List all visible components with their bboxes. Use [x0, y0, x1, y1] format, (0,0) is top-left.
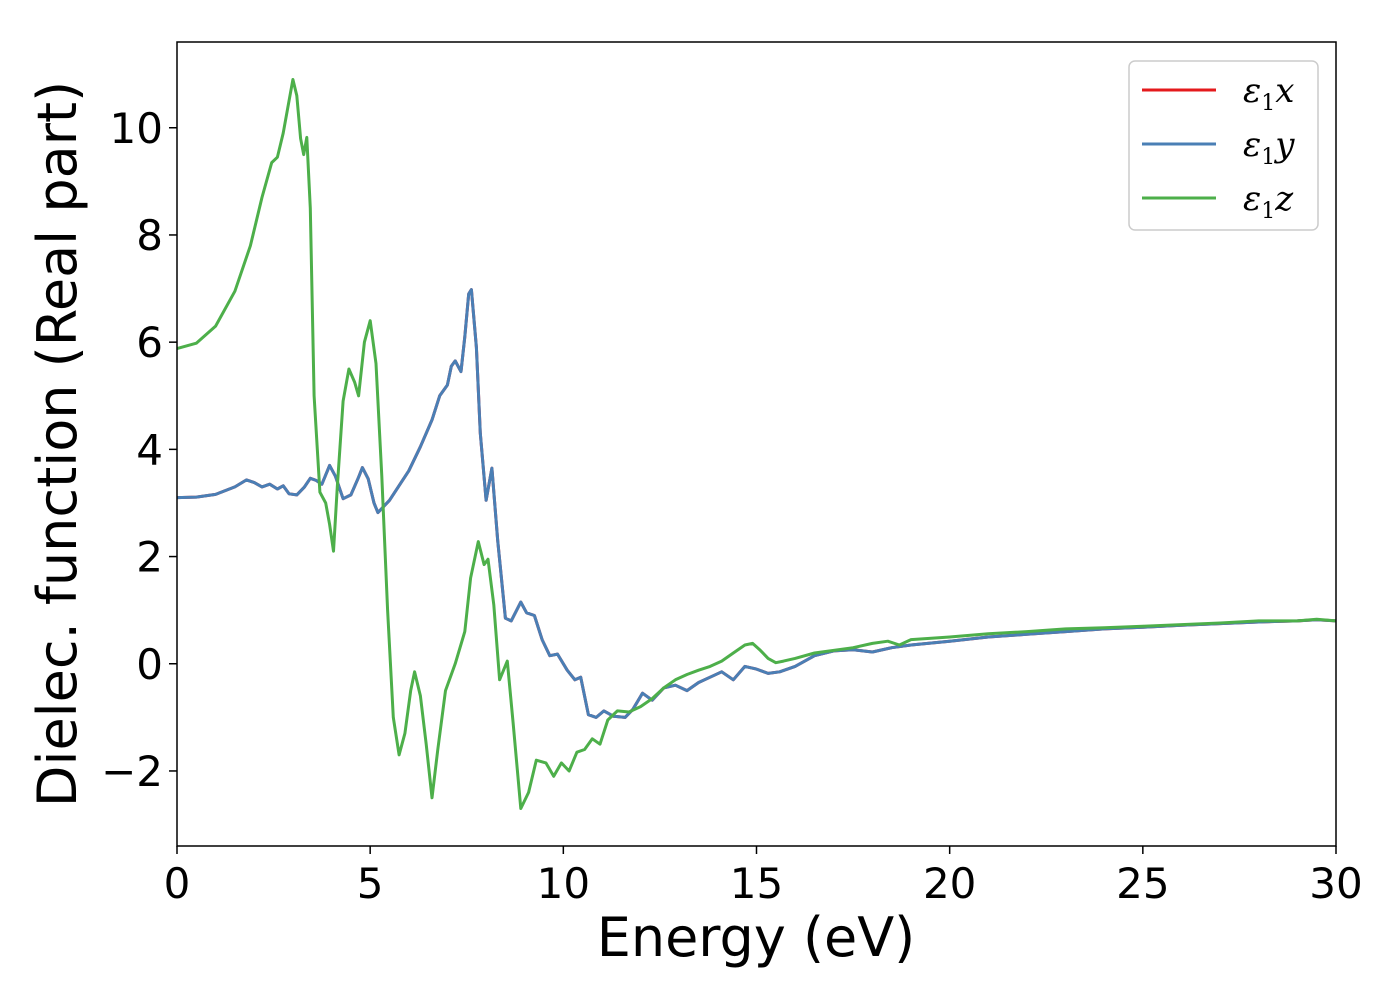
series-line-z: [176, 78, 1337, 810]
x-tick-label: 0: [164, 859, 191, 908]
y-tick-label: 2: [136, 533, 163, 582]
x-tick-label: 15: [730, 859, 783, 908]
y-tick-label: 6: [136, 318, 163, 367]
series-line-y: [176, 288, 1337, 719]
x-tick-label: 20: [923, 859, 976, 908]
x-axis-title: Energy (eV): [597, 906, 916, 969]
legend-label-z: ε1z: [1243, 179, 1294, 224]
x-tick-label: 5: [357, 859, 384, 908]
y-tick-label: 10: [110, 104, 163, 153]
y-tick-label: 4: [136, 425, 163, 474]
y-tick-label: 8: [136, 211, 163, 260]
x-tick-label: 30: [1309, 859, 1362, 908]
legend-label-x: ε1x: [1243, 71, 1294, 116]
legend: ε1x ε1y ε1z: [1128, 60, 1319, 231]
y-axis-ticks: −2 0 2 4 6 8 10: [101, 104, 177, 796]
legend-label-y: ε1y: [1243, 125, 1295, 170]
x-tick-label: 10: [537, 859, 590, 908]
x-tick-label: 25: [1116, 859, 1169, 908]
y-axis-title: Dielec. function (Real part): [26, 81, 89, 807]
y-tick-label: 0: [136, 640, 163, 689]
plot-frame: [176, 41, 1337, 847]
series-layer: [176, 78, 1337, 810]
y-tick-label: −2: [101, 747, 163, 796]
x-axis-ticks: 0 5 10 15 20 25 30: [164, 846, 1363, 908]
legend-box: [1128, 60, 1319, 231]
